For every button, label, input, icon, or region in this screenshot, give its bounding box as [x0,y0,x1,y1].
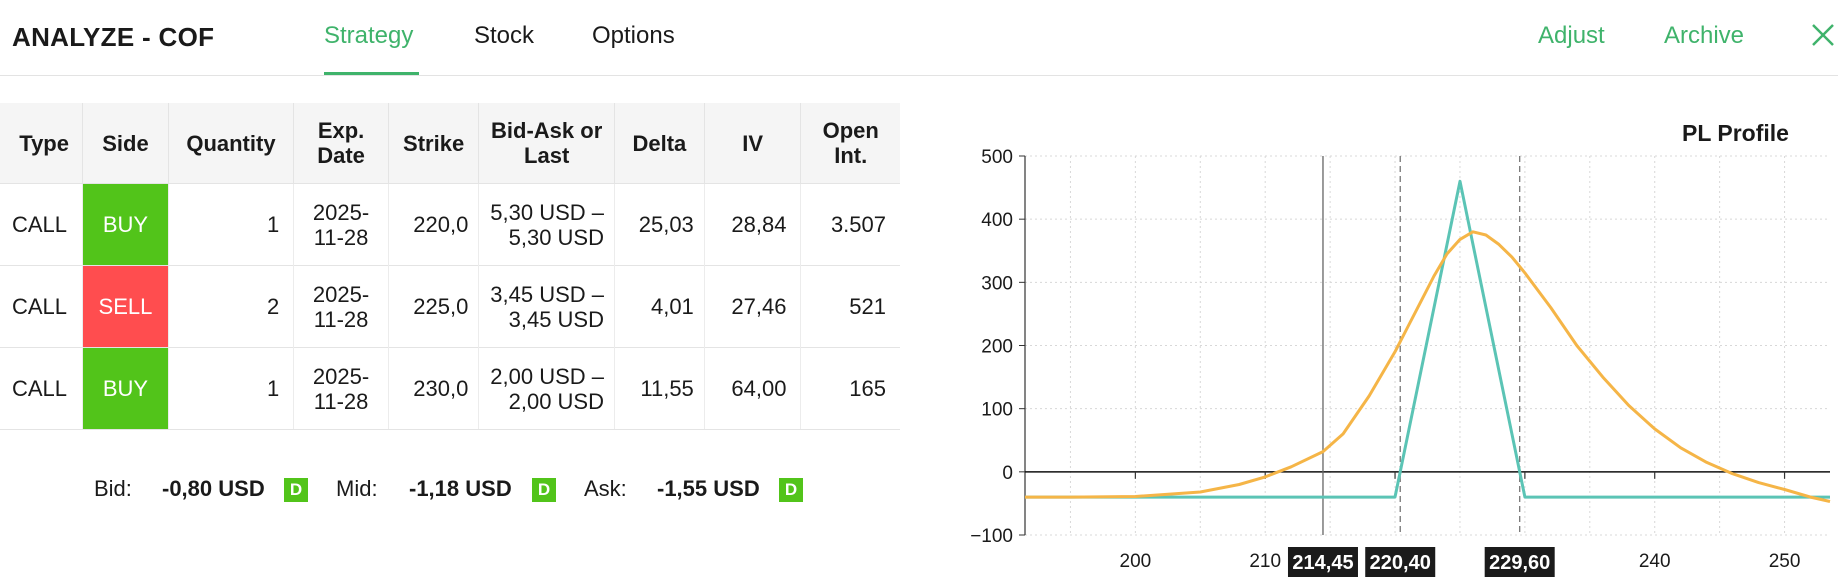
cell-bid-ask: 3,45 USD –3,45 USD [478,265,615,348]
col-header-exp-date: Exp. Date [293,103,389,184]
y-tick-label: −100 [970,526,1013,547]
bid-ask-line1: 3,45 USD – [490,281,604,307]
ask-label: Ask: [584,476,627,501]
close-icon[interactable] [1810,22,1836,48]
cell-bid-ask: 5,30 USD –5,30 USD [478,183,615,266]
cell-type: CALL [0,347,84,430]
exp-date-line1: 2025- [312,363,370,389]
x-tick-label: 210 [1249,551,1281,572]
mid-value: -1,18 USD [409,476,512,501]
cell-iv: 64,00 [704,347,802,430]
exp-date-line2: 11-28 [313,388,369,414]
side-badge-sell[interactable]: SELL [82,265,169,348]
cell-type: CALL [0,183,84,266]
col-header-bid-ask: Bid-Ask or Last [478,103,615,184]
table-row[interactable]: CALL BUY 1 2025- 11-28 220,0 5,30 USD –5,… [0,183,900,266]
bid-value: -0,80 USD [162,476,265,501]
cell-type: CALL [0,265,84,348]
col-header-side: Side [82,103,169,184]
bid-ask-line1: 5,30 USD – [490,199,604,225]
side-badge-buy[interactable]: BUY [82,347,169,430]
side-badge-buy[interactable]: BUY [82,183,169,266]
x-marker-label: 220,40 [1370,552,1431,574]
col-header-strike: Strike [388,103,480,184]
x-tick-label: 250 [1769,551,1801,572]
tab-options[interactable]: Options [592,22,675,49]
cell-open-int: 3.507 [800,183,900,266]
x-tick-label: 240 [1639,551,1671,572]
chart-title: PL Profile [1682,120,1789,146]
col-header-delta: Delta [614,103,705,184]
col-header-open-int: Open Int. [800,103,900,184]
x-marker-label-box [1365,547,1436,577]
cell-exp-date: 2025- 11-28 [293,347,389,430]
table-row[interactable]: CALL SELL 2 2025- 11-28 225,0 3,45 USD –3… [0,265,900,348]
col-header-iv: IV [704,103,802,184]
exp-date-line2: 11-28 [313,224,369,250]
col-header-bid-ask-text: Bid-Ask or Last [491,118,603,168]
page-title: ANALYZE - COF [12,22,215,52]
bid-ask-line2: 2,00 USD [508,388,604,414]
cell-exp-date: 2025- 11-28 [293,265,389,348]
cell-strike: 225,0 [388,265,480,348]
cell-quantity: 1 [168,183,295,266]
tab-strategy[interactable]: Strategy [324,22,414,49]
bid-ask-line2: 3,45 USD [508,306,604,332]
cell-delta: 11,55 [614,347,705,430]
cell-quantity: 1 [168,347,295,430]
ask-value: -1,55 USD [657,476,760,501]
bid-ask-line1: 2,00 USD – [490,363,604,389]
delayed-data-badge: D [779,478,803,502]
pl-profile-chart[interactable]: −100 0 100 200 300 400 500 200 210 240 250 214,45 22… [940,140,1838,580]
bid-ask-line2: 5,30 USD [508,224,604,250]
exp-date-line1: 2025- [312,281,370,307]
exp-date-line2: 11-28 [313,306,369,332]
analyze-header: ANALYZE - COF Strategy Stock Options Adj… [0,0,1838,76]
cell-quantity: 2 [168,265,295,348]
delayed-data-badge: D [532,478,556,502]
x-marker-label-box [1287,547,1358,577]
y-tick-label: 300 [981,273,1013,294]
col-header-open-int-text: Open Int. [822,118,879,168]
cell-bid-ask: 2,00 USD –2,00 USD [478,347,615,430]
cell-strike: 230,0 [388,347,480,430]
cell-delta: 25,03 [614,183,705,266]
x-marker-label-box [1484,547,1555,577]
y-tick-label: 200 [981,337,1013,358]
delayed-data-badge: D [284,478,308,502]
col-header-type: Type [0,103,84,184]
table-header-row: Type Side Quantity Exp. Date Strike Bid-A… [0,103,900,184]
cell-exp-date: 2025- 11-28 [293,183,389,266]
x-marker-label: 229,60 [1489,552,1550,574]
cell-open-int: 521 [800,265,900,348]
exp-date-line1: 2025- [312,199,370,225]
x-marker-label: 214,45 [1292,552,1353,574]
col-header-exp-date-text: Exp. Date [317,118,365,168]
x-tick-label: 200 [1120,551,1152,572]
expiry-pl-line [1025,179,1830,499]
table-row[interactable]: CALL BUY 1 2025- 11-28 230,0 2,00 USD –2,… [0,347,900,430]
cell-iv: 28,84 [704,183,802,266]
cell-delta: 4,01 [614,265,705,348]
col-header-quantity: Quantity [168,103,295,184]
y-tick-label: 400 [981,210,1013,231]
bid-label: Bid: [94,476,132,501]
archive-button[interactable]: Archive [1664,22,1745,49]
cell-strike: 220,0 [388,183,480,266]
cell-iv: 27,46 [704,265,802,348]
mid-label: Mid: [336,476,378,501]
adjust-button[interactable]: Adjust [1538,22,1605,49]
strategy-legs-table: Type Side Quantity Exp. Date Strike Bid-A… [0,103,900,430]
theoretical-pl-line [1025,230,1831,503]
y-tick-label: 100 [981,400,1013,421]
cell-open-int: 165 [800,347,900,430]
y-tick-label: 500 [981,147,1013,168]
y-tick-label: 0 [1002,463,1013,484]
active-tab-indicator [324,72,419,75]
tab-stock[interactable]: Stock [474,22,535,49]
